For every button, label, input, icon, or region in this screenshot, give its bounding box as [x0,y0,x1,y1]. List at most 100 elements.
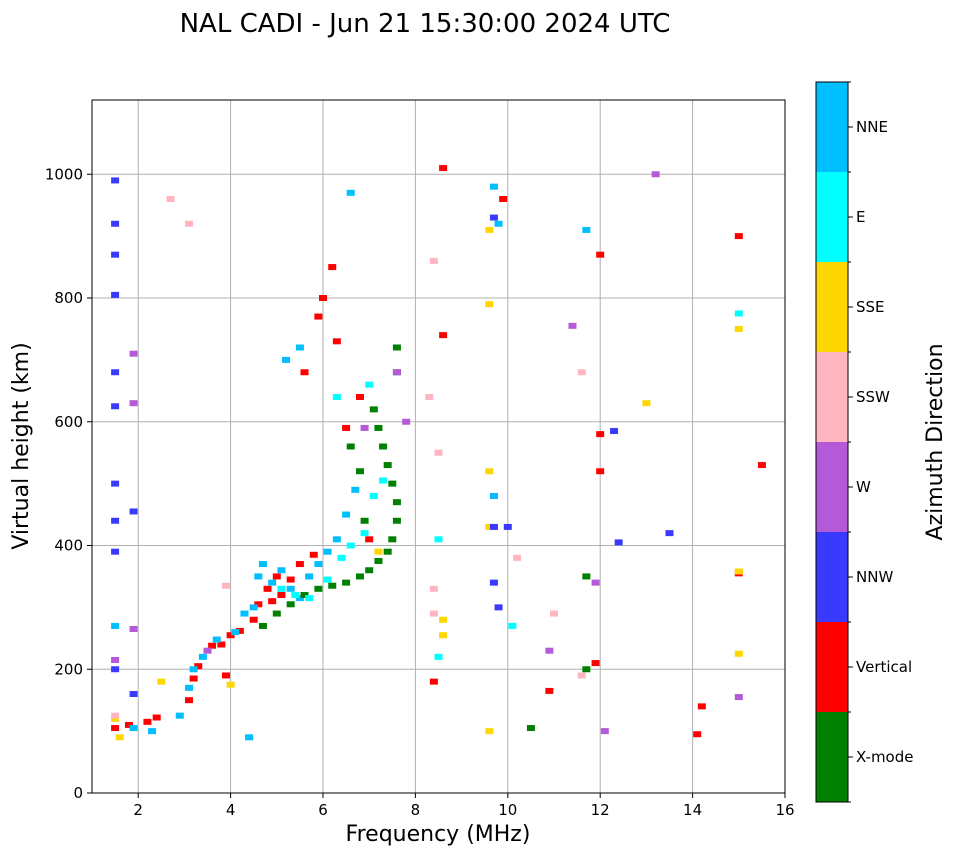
data-point-e [323,576,332,583]
data-point-ssw [577,369,586,376]
x-tick-label: 2 [133,801,143,819]
data-point-x-mode [383,462,392,469]
data-point-nne [231,629,240,636]
data-point-vertical [254,601,263,608]
data-point-vertical [217,641,226,648]
data-point-sse [485,523,494,530]
y-tick-label: 800 [54,289,83,307]
data-point-vertical [319,295,327,301]
data-point-sse [734,325,743,332]
x-axis-label: Frequency (MHz) [346,822,531,847]
data-point-nnw [614,539,623,546]
data-point-vertical [355,394,364,400]
data-point-nne [282,356,291,363]
data-point-vertical [314,313,323,320]
data-point-x-mode [342,579,351,586]
data-point-nne [494,220,503,227]
data-point-nnw [111,517,120,524]
data-point-x-mode [582,573,591,580]
data-point-x-mode [300,592,309,598]
data-point-e [365,381,374,388]
data-point-nne [295,595,304,602]
data-point-ssw [185,220,194,227]
colorbar-tick-label: Vertical [856,658,912,676]
data-point-vertical [226,632,235,639]
data-point-x-mode [328,582,337,589]
data-point-sse [439,632,448,639]
data-point-ssw [429,585,438,592]
colorbar-tick-label: X-mode [856,748,913,766]
data-point-nnw [111,369,120,376]
data-point-nnw [111,251,120,258]
data-point-nnw [489,579,498,586]
data-point-e [332,394,341,400]
data-point-vertical [596,468,605,475]
data-point-sse [485,301,494,308]
data-point-vertical [152,714,161,721]
data-point-x-mode [314,585,323,592]
colorbar-segment-x-mode [816,712,848,802]
data-point-vertical [268,598,277,605]
data-point-nne [148,728,157,735]
data-point-vertical [185,697,194,704]
data-point-vertical [439,165,448,172]
data-point-sse [157,678,166,685]
colorbar-segment-ssw [816,352,848,442]
data-point-x-mode [383,548,392,555]
data-point-nne [295,344,304,351]
data-point-nne [249,604,258,611]
data-point-w [651,171,660,178]
data-point-vertical [332,338,341,345]
colorbar-tick-label: NNW [856,568,893,586]
colorbar-segment-sse [816,262,848,352]
data-point-nnw [610,428,619,435]
data-point-nne [332,536,341,543]
data-point-vertical [697,703,706,710]
data-point-e [734,310,743,317]
data-point-nne [323,548,332,555]
data-point-w [545,647,554,654]
data-point-vertical [221,672,230,679]
colorbar-frame [815,81,849,803]
data-point-vertical [263,585,272,592]
data-point-vertical [545,687,554,694]
colorbar-segment-w [816,442,848,532]
data-point-nne [254,573,263,580]
colorbar-tick-label: W [856,478,871,496]
y-tick-label: 600 [54,413,83,431]
data-point-nnw [111,177,120,184]
data-point-w [568,322,577,329]
colorbar-tick-label: E [856,208,865,226]
data-point-e [369,493,378,499]
x-tick-label: 8 [411,801,421,819]
colorbar-label: Azimuth Direction [923,343,948,540]
data-point-e [337,554,346,561]
data-point-x-mode [355,573,364,580]
data-point-nnw [111,548,120,555]
data-point-vertical [596,251,605,258]
data-point-e [508,622,517,629]
data-point-sse [642,400,651,407]
data-point-x-mode [526,725,535,732]
data-point-ssw [425,394,434,400]
data-point-nnw [111,480,120,487]
data-point-vertical [309,551,318,558]
data-point-e [305,595,314,602]
data-point-nne [351,486,360,493]
data-point-vertical [124,721,133,728]
data-point-nnw [494,604,503,611]
data-point-nne [268,579,277,586]
data-point-sse [734,650,743,657]
data-point-x-mode [388,480,397,487]
data-point-sse [374,548,383,555]
data-point-sse [485,226,494,233]
x-tick-label: 16 [775,801,794,819]
x-tick-label: 6 [318,801,328,819]
data-point-vertical [189,675,198,682]
data-point-nne [342,511,351,518]
data-point-x-mode [392,344,401,351]
data-point-vertical [596,431,605,438]
data-point-sse [485,728,494,735]
data-point-nne [489,183,498,190]
